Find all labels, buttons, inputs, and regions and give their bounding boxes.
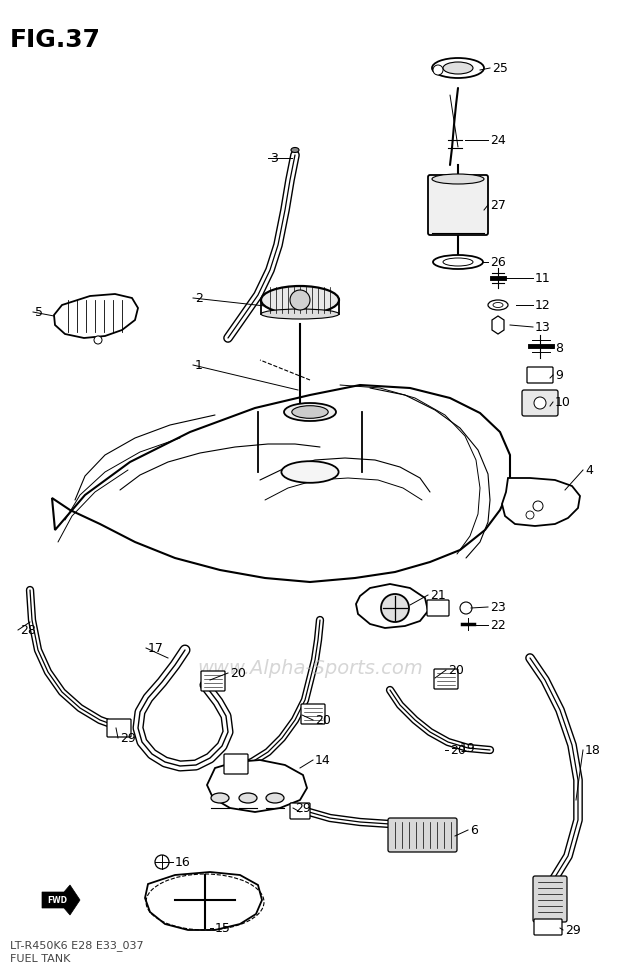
Ellipse shape — [432, 58, 484, 78]
Polygon shape — [54, 294, 138, 338]
Ellipse shape — [261, 286, 339, 314]
Text: 27: 27 — [490, 198, 506, 212]
FancyBboxPatch shape — [434, 669, 458, 689]
Text: 5: 5 — [35, 306, 43, 318]
Circle shape — [381, 594, 409, 622]
Text: 15: 15 — [215, 921, 231, 934]
Ellipse shape — [432, 174, 484, 184]
Text: 10: 10 — [555, 395, 571, 409]
Circle shape — [460, 602, 472, 614]
Text: 11: 11 — [535, 272, 551, 285]
Text: 9: 9 — [555, 369, 563, 382]
Ellipse shape — [281, 461, 338, 483]
Ellipse shape — [292, 406, 329, 419]
Circle shape — [534, 397, 546, 409]
Text: 2: 2 — [195, 291, 203, 305]
FancyBboxPatch shape — [201, 671, 225, 691]
Polygon shape — [145, 872, 262, 930]
FancyBboxPatch shape — [107, 719, 131, 737]
Ellipse shape — [284, 403, 336, 421]
Text: 22: 22 — [490, 619, 505, 631]
Text: 24: 24 — [490, 133, 505, 147]
Text: 20: 20 — [450, 744, 466, 756]
Text: 28: 28 — [20, 623, 36, 637]
Text: 20: 20 — [315, 714, 331, 726]
Ellipse shape — [443, 62, 473, 74]
Polygon shape — [207, 760, 307, 812]
Circle shape — [155, 855, 169, 869]
Text: 8: 8 — [555, 342, 563, 354]
Text: 29: 29 — [295, 801, 310, 815]
FancyBboxPatch shape — [301, 704, 325, 724]
Ellipse shape — [211, 793, 229, 803]
FancyBboxPatch shape — [290, 803, 310, 819]
Text: 26: 26 — [490, 255, 505, 269]
Polygon shape — [356, 584, 428, 628]
Circle shape — [290, 290, 310, 310]
Text: 20: 20 — [230, 666, 246, 680]
Ellipse shape — [239, 793, 257, 803]
Text: 12: 12 — [535, 298, 551, 312]
Text: 16: 16 — [175, 855, 191, 868]
Text: 14: 14 — [315, 753, 331, 766]
Ellipse shape — [488, 300, 508, 310]
FancyBboxPatch shape — [428, 175, 488, 235]
Polygon shape — [42, 885, 80, 915]
FancyBboxPatch shape — [533, 876, 567, 922]
Ellipse shape — [433, 255, 483, 269]
Text: FUEL TANK: FUEL TANK — [10, 954, 70, 964]
Text: 13: 13 — [535, 320, 551, 333]
Text: 4: 4 — [585, 463, 593, 477]
FancyBboxPatch shape — [224, 754, 248, 774]
FancyBboxPatch shape — [427, 600, 449, 616]
Circle shape — [94, 336, 102, 344]
Text: 1: 1 — [195, 358, 203, 372]
Text: 23: 23 — [490, 600, 505, 614]
Text: 19: 19 — [460, 742, 476, 754]
Polygon shape — [492, 316, 504, 334]
Polygon shape — [502, 478, 580, 526]
Text: 6: 6 — [470, 823, 478, 836]
Text: FWD: FWD — [47, 895, 67, 905]
Text: 29: 29 — [565, 923, 581, 936]
Text: 29: 29 — [120, 731, 136, 745]
Text: 20: 20 — [448, 663, 464, 677]
Text: 18: 18 — [585, 744, 601, 756]
Text: FIG.37: FIG.37 — [10, 28, 101, 52]
Text: LT-R450K6 E28 E33_037: LT-R450K6 E28 E33_037 — [10, 940, 143, 951]
Circle shape — [433, 65, 443, 75]
Text: 21: 21 — [430, 588, 446, 601]
FancyBboxPatch shape — [522, 390, 558, 416]
Text: www.Alpha-Sports.com: www.Alpha-Sports.com — [197, 658, 423, 678]
Ellipse shape — [261, 309, 339, 319]
Polygon shape — [52, 385, 510, 582]
FancyBboxPatch shape — [388, 818, 457, 852]
Ellipse shape — [266, 793, 284, 803]
FancyBboxPatch shape — [534, 919, 562, 935]
Ellipse shape — [291, 148, 299, 152]
FancyBboxPatch shape — [527, 367, 553, 383]
Text: 3: 3 — [270, 151, 278, 164]
Text: 25: 25 — [492, 61, 508, 75]
Text: 17: 17 — [148, 642, 164, 654]
